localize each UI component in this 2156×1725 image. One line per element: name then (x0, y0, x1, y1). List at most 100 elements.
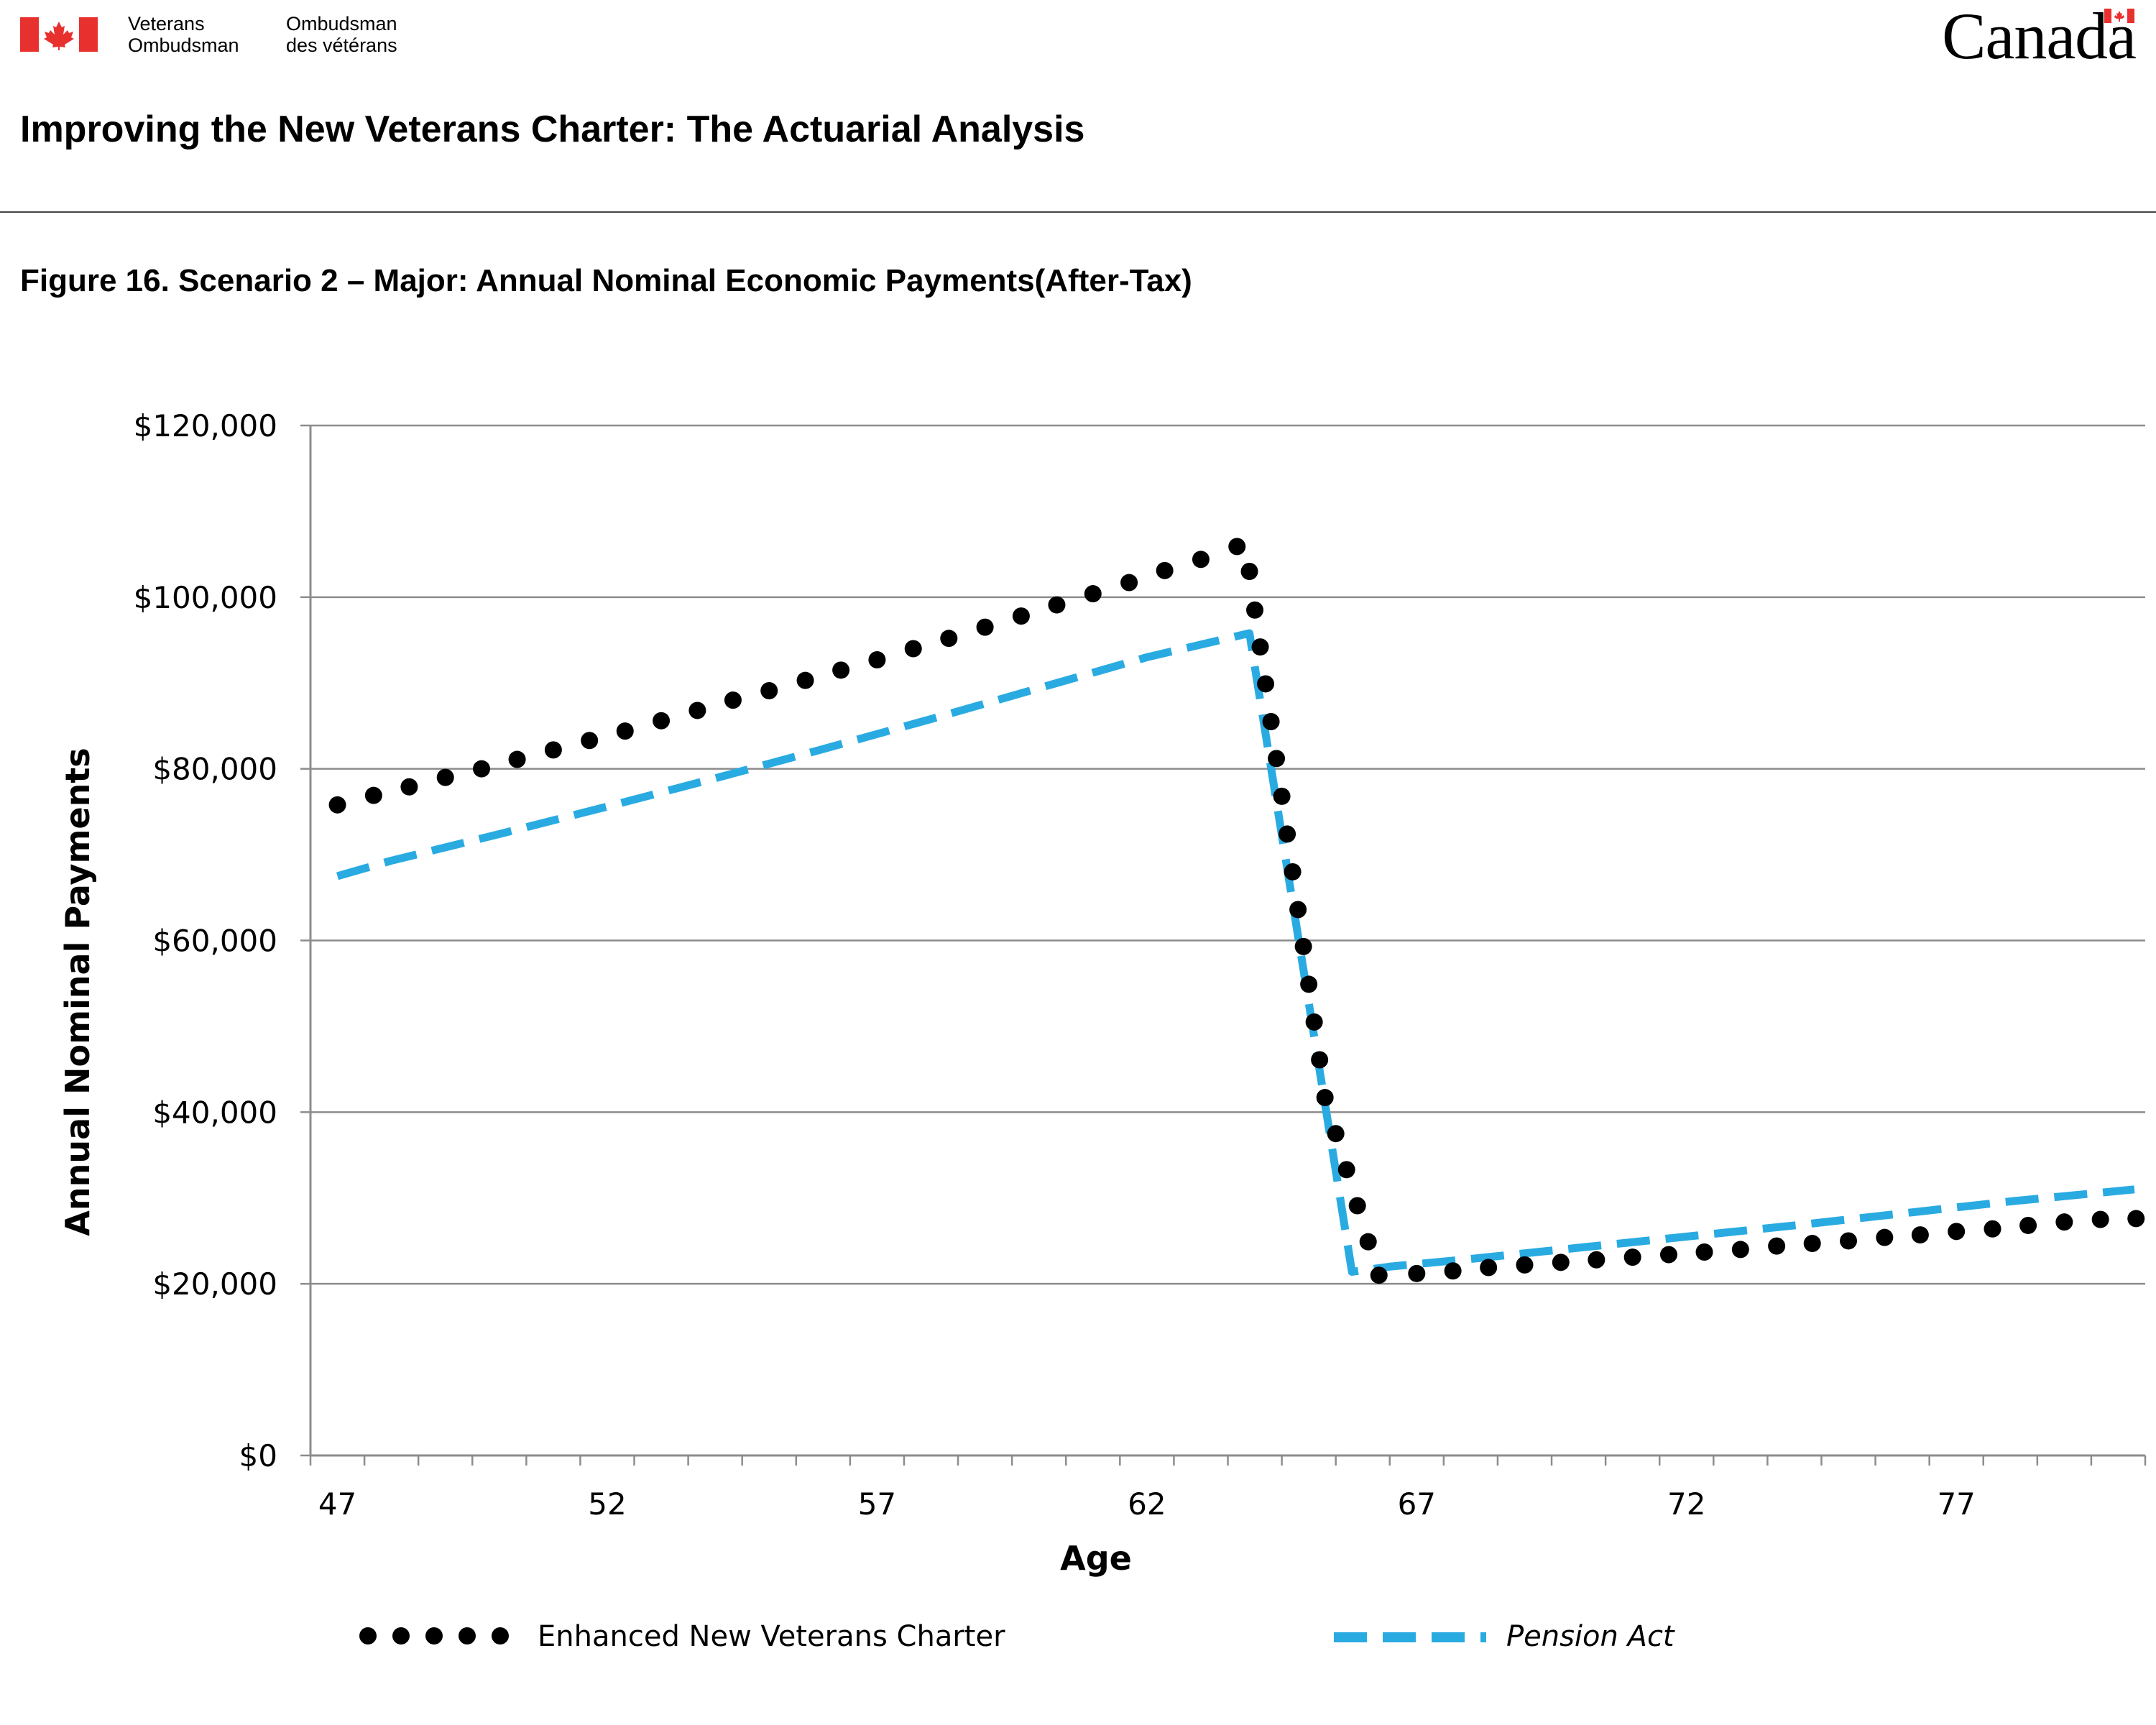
org-en-line2: Ombudsman (128, 34, 239, 56)
x-tick-label: 67 (1398, 1486, 1436, 1522)
org-en-line1: Veterans (128, 13, 205, 34)
data-point-enhanced-nvc (1228, 538, 1246, 556)
data-point-enhanced-nvc (832, 661, 850, 679)
data-point-enhanced-nvc (1279, 825, 1296, 843)
page-header: Veterans Ombudsman Ombudsman des vétéran… (0, 0, 2156, 69)
y-tick-label: $60,000 (152, 924, 277, 959)
series-layer (328, 538, 2145, 1284)
data-point-enhanced-nvc (1840, 1232, 1858, 1250)
data-point-enhanced-nvc (1192, 551, 1210, 569)
series-enhanced-nvc (328, 538, 2145, 1284)
data-point-enhanced-nvc (328, 796, 346, 814)
data-point-enhanced-nvc (1305, 1013, 1323, 1031)
data-point-enhanced-nvc (1246, 601, 1264, 619)
data-point-enhanced-nvc (1316, 1089, 1334, 1107)
data-point-enhanced-nvc (473, 760, 491, 778)
data-point-enhanced-nvc (1262, 712, 1280, 730)
data-point-enhanced-nvc (724, 691, 742, 709)
y-tick-label: $80,000 (152, 752, 277, 787)
canada-wordmark: Canada (1942, 0, 2137, 73)
y-tick-label: $120,000 (134, 408, 277, 443)
legend-item-pension-act: Pension Act (1334, 1620, 1675, 1653)
legend-item-enhanced-nvc: Enhanced New Veterans Charter (359, 1620, 1005, 1653)
data-point-enhanced-nvc (1623, 1248, 1641, 1266)
x-tick-label: 72 (1667, 1486, 1705, 1522)
data-point-enhanced-nvc (364, 786, 382, 804)
data-point-enhanced-nvc (2091, 1210, 2109, 1228)
org-fr-line1: Ombudsman (286, 13, 397, 34)
data-point-enhanced-nvc (1731, 1241, 1749, 1259)
data-point-enhanced-nvc (1012, 607, 1030, 625)
data-point-enhanced-nvc (1768, 1237, 1786, 1255)
legend: Enhanced New Veterans Charter Pension Ac… (359, 1620, 1675, 1653)
org-name-english: Veterans Ombudsman (128, 13, 239, 56)
data-point-enhanced-nvc (1289, 901, 1307, 919)
data-point-enhanced-nvc (1911, 1226, 1929, 1244)
data-point-enhanced-nvc (1294, 937, 1312, 955)
x-axis-label: Age (1060, 1539, 1132, 1578)
data-point-enhanced-nvc (544, 741, 562, 759)
header-divider (0, 211, 2156, 213)
data-point-enhanced-nvc (616, 722, 634, 740)
data-point-enhanced-nvc (581, 732, 599, 750)
legend-swatch-dotted (359, 1627, 509, 1644)
y-tick-label: $20,000 (152, 1266, 277, 1302)
data-point-enhanced-nvc (796, 671, 814, 689)
data-point-enhanced-nvc (508, 750, 526, 768)
org-name-french: Ombudsman des vétérans (286, 13, 397, 56)
data-point-enhanced-nvc (1408, 1264, 1426, 1282)
data-point-enhanced-nvc (1284, 862, 1302, 880)
data-point-enhanced-nvc (760, 681, 778, 699)
data-point-enhanced-nvc (1552, 1254, 1570, 1271)
data-point-enhanced-nvc (940, 630, 958, 648)
legend-label-pension-act: Pension Act (1506, 1620, 1675, 1653)
data-point-enhanced-nvc (653, 712, 671, 730)
data-point-enhanced-nvc (1480, 1259, 1498, 1276)
data-point-enhanced-nvc (904, 640, 922, 658)
data-point-enhanced-nvc (1588, 1251, 1606, 1269)
y-tick-label: $40,000 (152, 1095, 277, 1130)
data-point-enhanced-nvc (1120, 574, 1138, 592)
x-tick-label: 52 (588, 1486, 626, 1522)
data-point-enhanced-nvc (1659, 1246, 1677, 1264)
x-tick-label: 62 (1128, 1486, 1166, 1522)
x-axis-ticks: 47 52 57 62 67 72 77 (309, 1455, 2147, 1522)
y-tick-label: $0 (239, 1438, 277, 1473)
series-line-pension-act (336, 629, 2135, 1276)
x-tick-label: 77 (1937, 1486, 1975, 1522)
org-fr-line2: des vétérans (286, 34, 397, 56)
data-point-enhanced-nvc (976, 618, 994, 636)
figure-title: Figure 16. Scenario 2 – Major: Annual No… (20, 263, 1192, 298)
legend-dot (459, 1627, 476, 1644)
y-axis-ticks: $0 $20,000 $40,000 $60,000 $80,000 $100,000 $1… (134, 408, 310, 1473)
data-point-enhanced-nvc (1300, 975, 1318, 993)
data-point-enhanced-nvc (1695, 1243, 1713, 1261)
data-point-enhanced-nvc (1084, 585, 1102, 603)
data-point-enhanced-nvc (436, 768, 454, 786)
data-point-enhanced-nvc (1516, 1256, 1534, 1274)
data-point-enhanced-nvc (2019, 1216, 2037, 1234)
data-point-enhanced-nvc (1327, 1125, 1345, 1143)
canada-flag-icon (20, 17, 98, 52)
data-point-enhanced-nvc (400, 778, 418, 796)
legend-dot (359, 1627, 377, 1644)
y-tick-label: $100,000 (134, 580, 277, 615)
data-point-enhanced-nvc (1240, 563, 1258, 581)
data-point-enhanced-nvc (1257, 675, 1275, 693)
data-point-enhanced-nvc (1273, 787, 1291, 805)
data-point-enhanced-nvc (1876, 1228, 1894, 1246)
data-point-enhanced-nvc (1359, 1233, 1377, 1251)
data-point-enhanced-nvc (1984, 1220, 2001, 1238)
data-point-enhanced-nvc (1803, 1235, 1821, 1253)
data-point-enhanced-nvc (1370, 1266, 1388, 1284)
legend-label-enhanced-nvc: Enhanced New Veterans Charter (538, 1620, 1005, 1653)
wordmark-flag-icon (2104, 9, 2134, 23)
data-point-enhanced-nvc (1251, 638, 1269, 656)
data-point-enhanced-nvc (1337, 1161, 1355, 1179)
x-tick-label: 47 (318, 1486, 356, 1522)
legend-dot (492, 1627, 509, 1644)
legend-dot (425, 1627, 443, 1644)
data-point-enhanced-nvc (1348, 1197, 1366, 1215)
data-point-enhanced-nvc (688, 702, 706, 719)
